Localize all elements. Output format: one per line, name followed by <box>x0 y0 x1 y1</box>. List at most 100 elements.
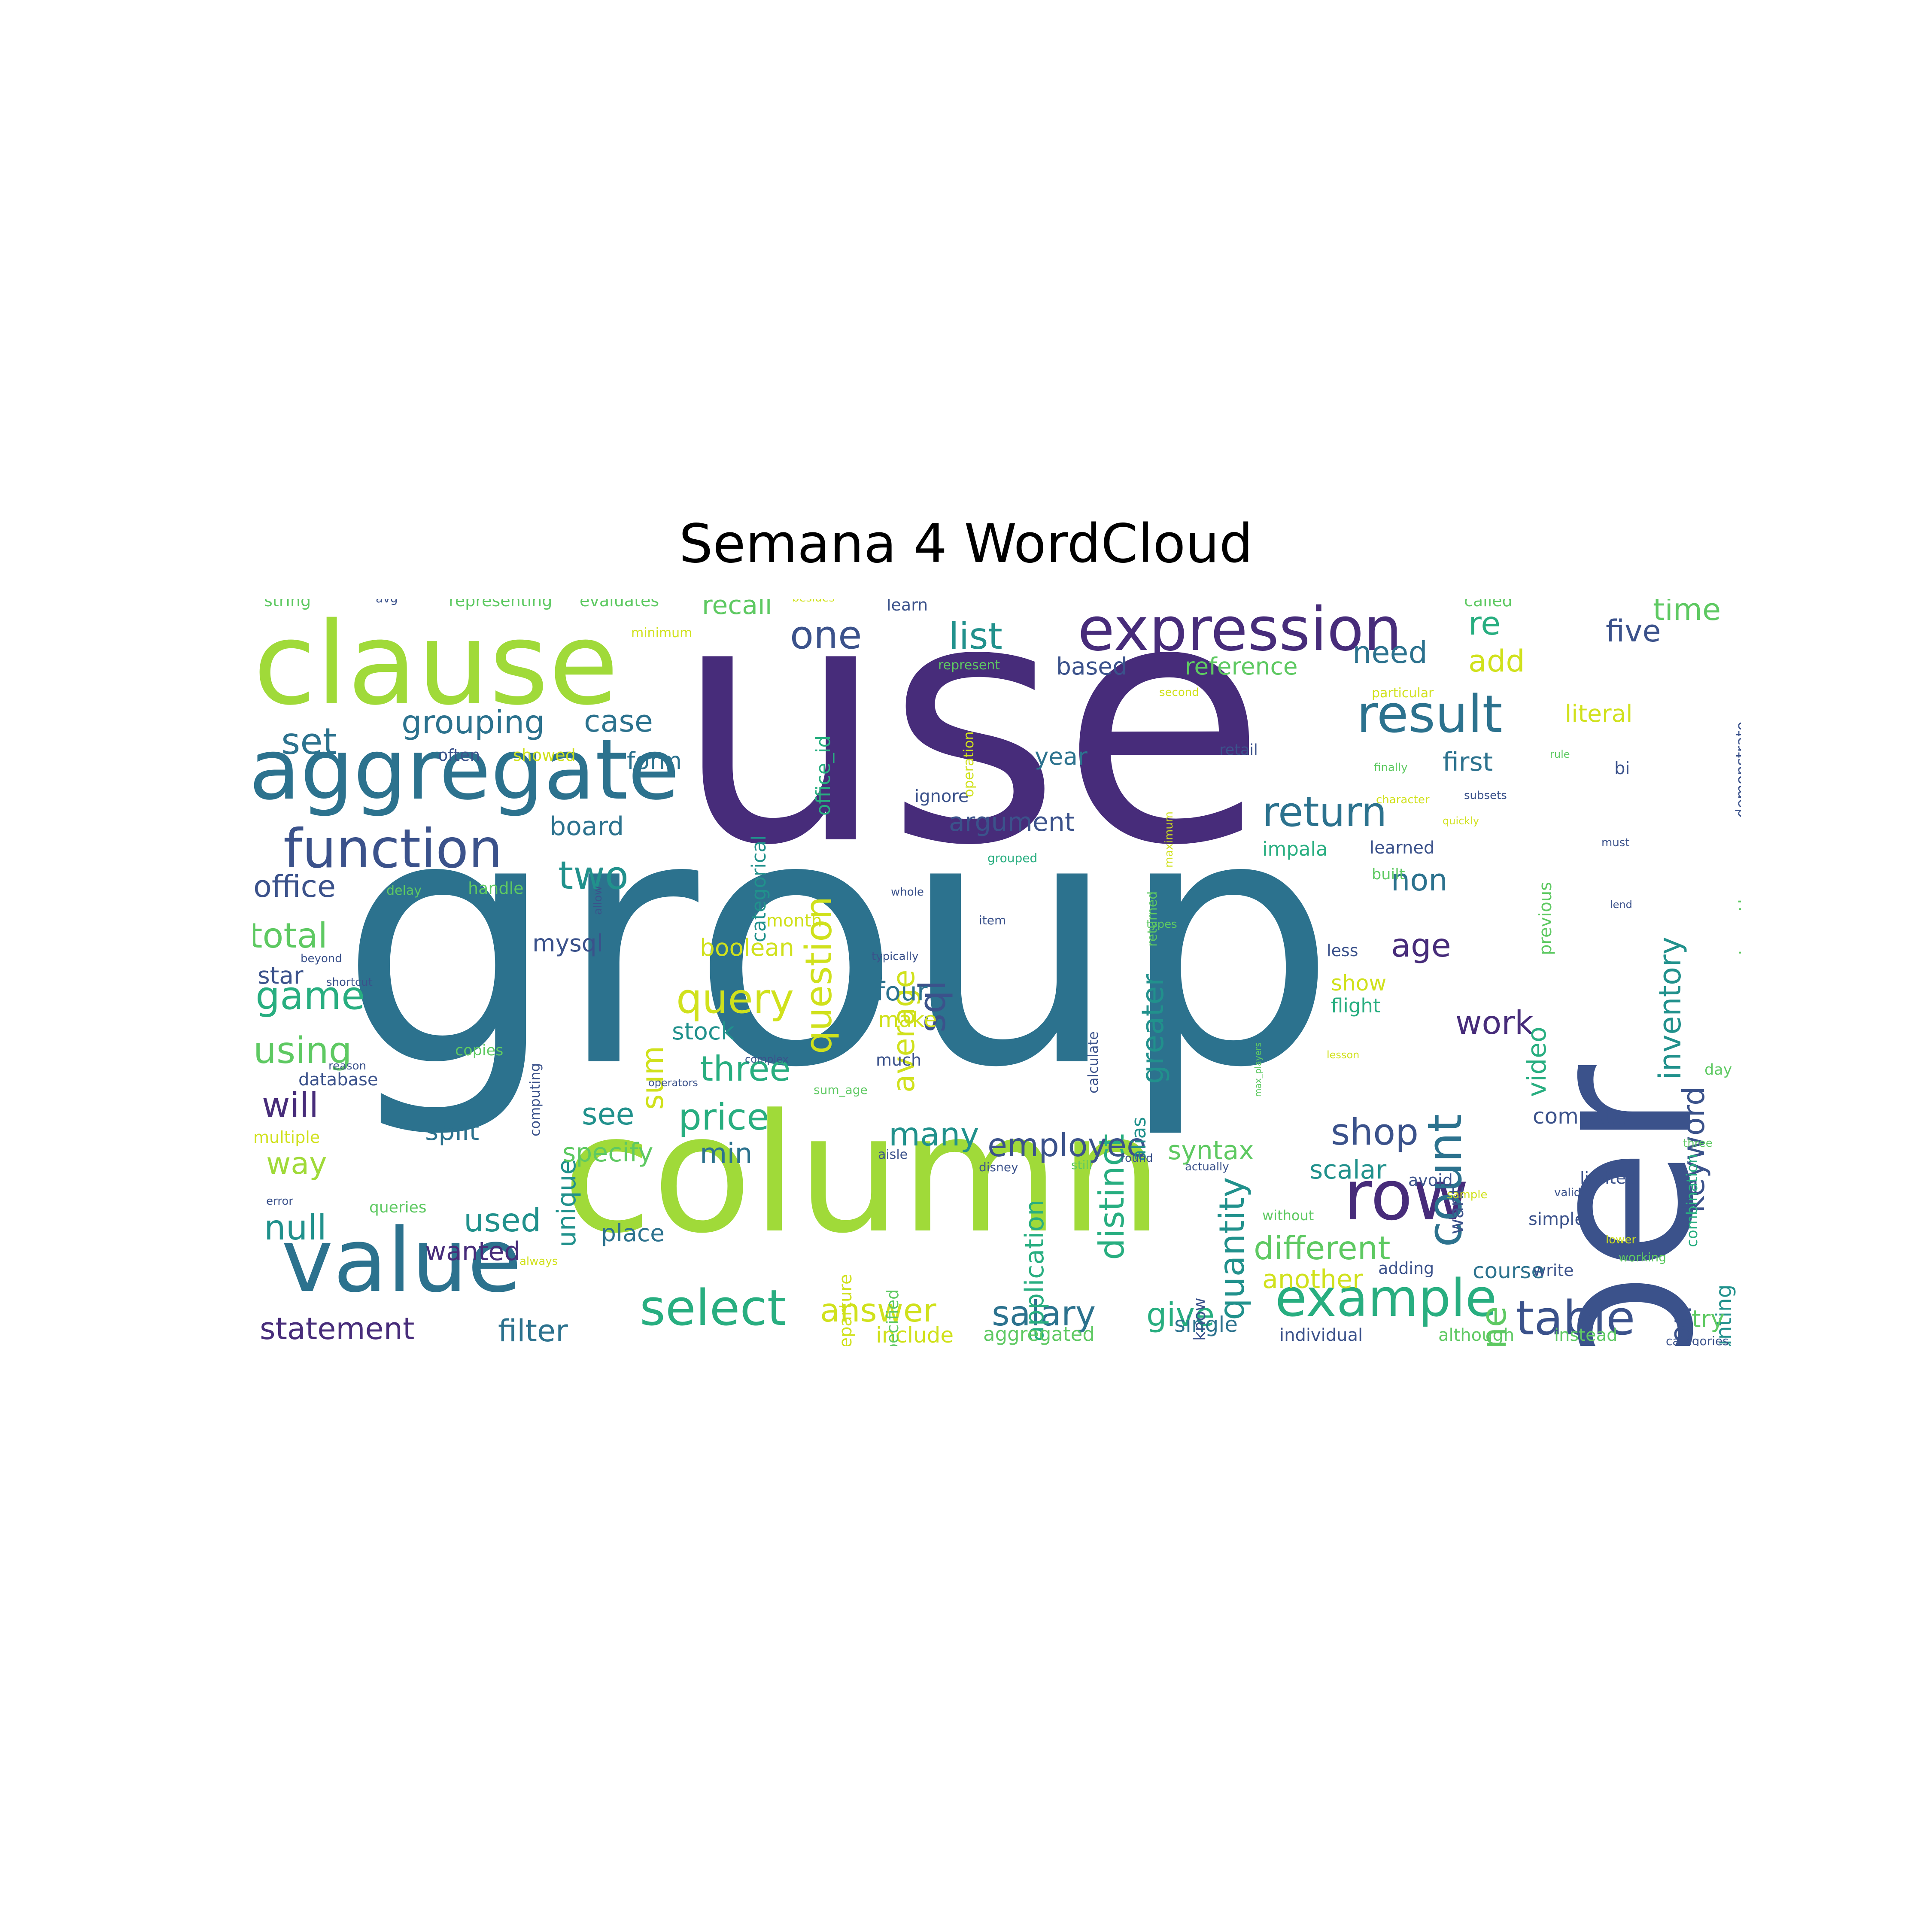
cloud-word: day <box>1704 1061 1732 1078</box>
cloud-word: instead <box>1554 1325 1618 1345</box>
cloud-word: represent <box>938 658 1000 673</box>
cloud-word: calculate <box>1085 1031 1101 1094</box>
cloud-word: need <box>1352 635 1428 670</box>
cloud-word: shop <box>1331 1111 1419 1154</box>
cloud-word: subsets <box>1464 789 1507 802</box>
cloud-word: copies <box>455 1042 504 1059</box>
cloud-word: based <box>1056 653 1128 680</box>
cloud-word: together <box>1735 872 1741 955</box>
cloud-word: re <box>1468 605 1501 642</box>
cloud-word: demonstrate <box>1733 721 1741 818</box>
cloud-word: actually <box>1185 1160 1229 1173</box>
cloud-word: game <box>255 973 365 1018</box>
cloud-word: single <box>1174 1312 1238 1337</box>
cloud-word: working <box>1619 1250 1667 1264</box>
cloud-word: maximum <box>1163 811 1176 868</box>
cloud-word: computing <box>527 1063 543 1136</box>
cloud-word: allow <box>592 886 605 915</box>
cloud-word: five <box>1606 614 1661 649</box>
cloud-word: statement <box>260 1311 415 1346</box>
cloud-word: two <box>558 853 629 898</box>
cloud-word: use <box>674 599 1267 918</box>
cloud-word: evaluates <box>580 599 659 610</box>
cloud-word: showed <box>513 746 576 765</box>
cloud-word: time <box>1653 599 1721 627</box>
cloud-word: disney <box>979 1160 1018 1174</box>
cloud-word: literal <box>1565 700 1633 727</box>
cloud-word: row <box>1344 1155 1469 1236</box>
cloud-word: filter <box>498 1313 568 1346</box>
cloud-word: quickly <box>1443 815 1479 827</box>
cloud-word: include <box>876 1323 954 1346</box>
cloud-word: try <box>1692 1305 1725 1333</box>
cloud-word: add <box>1468 644 1525 679</box>
cloud-word: many <box>889 1115 979 1153</box>
cloud-word: combination <box>1684 1154 1701 1247</box>
cloud-word: specify <box>562 1138 653 1168</box>
cloud-word: answer <box>820 1291 936 1329</box>
cloud-word: must <box>1601 836 1630 849</box>
cloud-word: another <box>1262 1264 1363 1294</box>
cloud-word: employee <box>987 1126 1147 1164</box>
cloud-word: one <box>790 613 862 658</box>
cloud-word: queries <box>369 1199 427 1216</box>
cloud-word: item <box>979 913 1006 927</box>
cloud-word: board <box>550 811 624 841</box>
cloud-word: stock <box>672 1018 735 1045</box>
cloud-word: aggregated <box>983 1323 1095 1346</box>
cloud-word: individual <box>1279 1325 1363 1345</box>
cloud-word: categorical <box>747 835 770 942</box>
cloud-word: always <box>519 1255 558 1268</box>
cloud-word: adding <box>1378 1259 1434 1278</box>
cloud-word: character <box>1376 793 1430 806</box>
cloud-word: although <box>1438 1325 1515 1345</box>
cloud-word: syntax <box>1168 1136 1254 1166</box>
cloud-word: retail <box>1219 741 1258 759</box>
cloud-word: typically <box>872 950 919 963</box>
cloud-word: lower <box>1606 1233 1637 1246</box>
cloud-word: course <box>1473 1258 1545 1283</box>
cloud-word: expression <box>1078 599 1402 665</box>
cloud-word: three <box>700 1049 791 1089</box>
cloud-word: beyond <box>301 952 342 965</box>
cloud-word: three <box>1683 1137 1713 1150</box>
cloud-word: see <box>582 1097 635 1132</box>
cloud-word: valid <box>1554 1186 1581 1199</box>
cloud-word: limited <box>1580 1169 1637 1188</box>
cloud-word: office_id <box>812 735 835 816</box>
cloud-word: aggregate <box>253 721 680 818</box>
word-cloud: usegroupcolumnnumberclauseaggregatevalue… <box>253 599 1741 1346</box>
cloud-word: scalar <box>1309 1155 1387 1185</box>
cloud-word: compute <box>1533 1104 1628 1129</box>
cloud-word: string <box>264 599 311 610</box>
cloud-word: total <box>253 916 328 956</box>
cloud-word: application <box>1020 1200 1050 1342</box>
cloud-word: work <box>1455 1004 1534 1042</box>
cloud-word: shortcut <box>326 976 373 989</box>
cloud-word: case <box>584 704 653 739</box>
cloud-word: list <box>949 615 1002 658</box>
cloud-word: error <box>266 1195 293 1208</box>
cloud-word: set <box>281 720 337 763</box>
cloud-word: operators <box>648 1077 698 1089</box>
cloud-word: function <box>283 818 503 880</box>
cloud-word: often <box>438 746 480 765</box>
cloud-word: wanted <box>425 1236 521 1267</box>
cloud-word: besides <box>792 599 835 604</box>
cloud-word: complex <box>745 1053 789 1065</box>
cloud-word: learned <box>1370 838 1435 858</box>
cloud-word: value <box>281 1210 522 1312</box>
cloud-word: min <box>700 1138 753 1170</box>
cloud-word: clause <box>253 599 619 730</box>
cloud-word: finally <box>1374 761 1408 774</box>
cloud-word: whole <box>891 886 924 899</box>
cloud-word: way <box>266 1146 327 1181</box>
cloud-word: example <box>1275 1269 1497 1328</box>
cloud-word: grouping <box>401 703 545 741</box>
cloud-word: write <box>1533 1261 1574 1280</box>
cloud-word: first <box>1443 747 1493 777</box>
cloud-word: particular <box>1372 686 1434 701</box>
cloud-word: office <box>253 869 336 904</box>
cloud-word: place <box>601 1219 665 1247</box>
cloud-word: non <box>1391 863 1448 898</box>
